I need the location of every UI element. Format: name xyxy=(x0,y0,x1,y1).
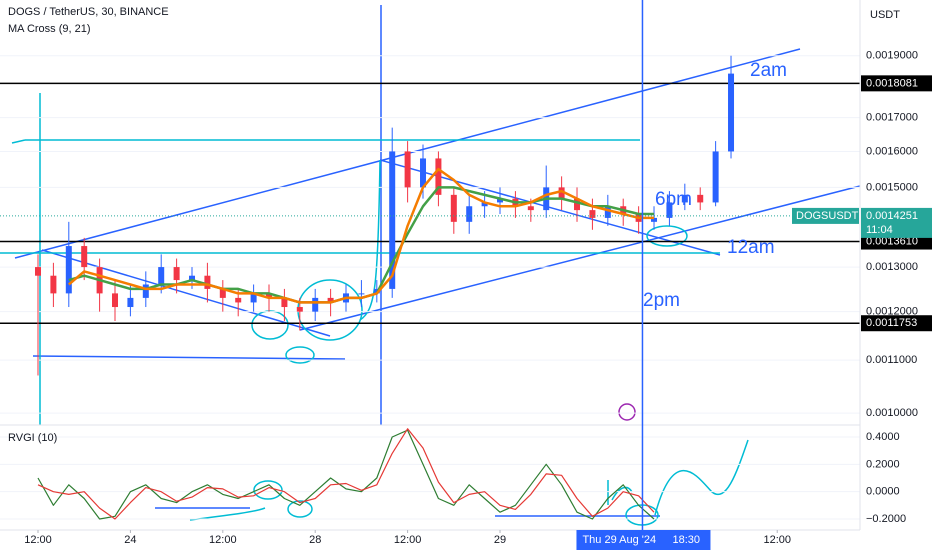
curve xyxy=(359,159,381,321)
candle-body xyxy=(666,202,673,218)
y-tick-label: 0.0013000 xyxy=(866,261,918,273)
candle-body xyxy=(81,246,88,268)
crosshair-date: Thu 29 Aug '24 xyxy=(582,534,656,546)
candle-body xyxy=(497,198,504,203)
candle-body xyxy=(435,158,442,195)
candle-body xyxy=(219,288,226,298)
crosshair-label-box xyxy=(576,530,711,550)
trend-line xyxy=(41,249,331,337)
candle-body xyxy=(281,297,288,308)
y-tick-label: 0.0015000 xyxy=(866,181,918,193)
candle-body xyxy=(158,267,165,285)
candle-body xyxy=(296,307,303,312)
candle-body xyxy=(712,151,719,203)
y2-tick-label: 0.4000 xyxy=(866,431,900,443)
circle xyxy=(287,500,313,518)
candle-body xyxy=(312,297,319,312)
level-label: 0.0011753 xyxy=(866,317,917,329)
candle-body xyxy=(450,194,457,222)
candle-body xyxy=(420,158,427,188)
candle-body xyxy=(127,297,134,308)
y-tick-label: 0.0016000 xyxy=(866,145,918,157)
level-label-box xyxy=(861,75,932,92)
candle-body xyxy=(65,246,72,294)
circle xyxy=(285,346,315,364)
countdown-label: 11:04 xyxy=(866,224,893,236)
price-axis xyxy=(860,0,932,550)
candle-body xyxy=(389,151,396,289)
y-tick-label: 0.0017000 xyxy=(866,112,918,124)
y2-tick-label: 0.2000 xyxy=(866,458,900,470)
circle xyxy=(251,310,289,340)
level-label-box xyxy=(861,315,932,332)
candle-body xyxy=(404,151,411,188)
box-line xyxy=(11,139,26,144)
circle xyxy=(646,225,688,247)
y2-tick-label: 0.0000 xyxy=(866,486,900,498)
candle-body xyxy=(466,206,473,222)
support-line xyxy=(32,355,346,360)
moving-average xyxy=(67,167,654,304)
x-tick-label: 24 xyxy=(124,534,136,546)
x-tick-label: 12:00 xyxy=(209,534,237,546)
candle-body xyxy=(250,293,257,303)
rvgi-line xyxy=(37,428,655,520)
price-box xyxy=(861,207,932,238)
x-tick-label: 12:00 xyxy=(24,534,52,546)
candle-body xyxy=(527,206,534,211)
annotation: 12am xyxy=(727,237,775,258)
rvgi-curve xyxy=(607,480,633,505)
indicator-label: MA Cross (9, 21) xyxy=(8,23,91,35)
y-tick-label: 0.0019000 xyxy=(866,50,918,62)
y-tick-label: 0.0011000 xyxy=(866,354,917,366)
candle-body xyxy=(112,293,119,308)
candle-body xyxy=(558,187,565,199)
rvgi-line xyxy=(37,429,655,520)
candle-body xyxy=(728,73,735,152)
annotation: 6pm xyxy=(655,189,692,210)
candle-body xyxy=(189,275,196,281)
channel-lower xyxy=(299,185,861,331)
event-icon xyxy=(618,403,636,421)
y2-tick-label: −0.2000 xyxy=(866,513,906,525)
candle-body xyxy=(173,267,180,281)
candle-body xyxy=(681,194,688,203)
candle-body xyxy=(697,194,704,203)
candle-body xyxy=(266,293,273,298)
y-tick-label: 0.0010000 xyxy=(866,407,918,419)
candle-body xyxy=(327,297,334,303)
candle-body xyxy=(204,275,211,289)
candle-body xyxy=(574,198,581,211)
candle-body xyxy=(358,293,365,295)
candle-body xyxy=(589,210,596,218)
level-label: 0.0013610 xyxy=(866,235,918,247)
x-tick-label: 29 xyxy=(494,534,506,546)
candle-body xyxy=(35,267,42,276)
indicator-label: RVGI (10) xyxy=(8,432,57,444)
symbol-label: DOGSUSDT xyxy=(796,210,859,222)
y-tick-label: 0.0012000 xyxy=(866,306,918,318)
x-tick-label: 12:00 xyxy=(763,534,791,546)
candle-body xyxy=(50,275,57,294)
x-tick-label: 28 xyxy=(309,534,321,546)
chart-title: DOGS / TetherUS, 30, BINANCE xyxy=(8,6,169,18)
candle-body xyxy=(235,297,242,303)
candle-body xyxy=(142,284,149,298)
crosshair-time: 18:30 xyxy=(672,534,700,546)
circle xyxy=(253,480,283,500)
annotation: 2pm xyxy=(643,290,680,311)
candle-body xyxy=(604,206,611,218)
level-label: 0.0018081 xyxy=(866,77,918,89)
symbol-box xyxy=(792,207,859,224)
candle-body xyxy=(481,202,488,207)
currency-label: USDT xyxy=(870,9,900,21)
x-tick-label: 12:00 xyxy=(394,534,422,546)
candle-body xyxy=(651,217,658,222)
annotation: 2am xyxy=(750,60,787,81)
price-label: 0.0014251 xyxy=(866,210,918,222)
